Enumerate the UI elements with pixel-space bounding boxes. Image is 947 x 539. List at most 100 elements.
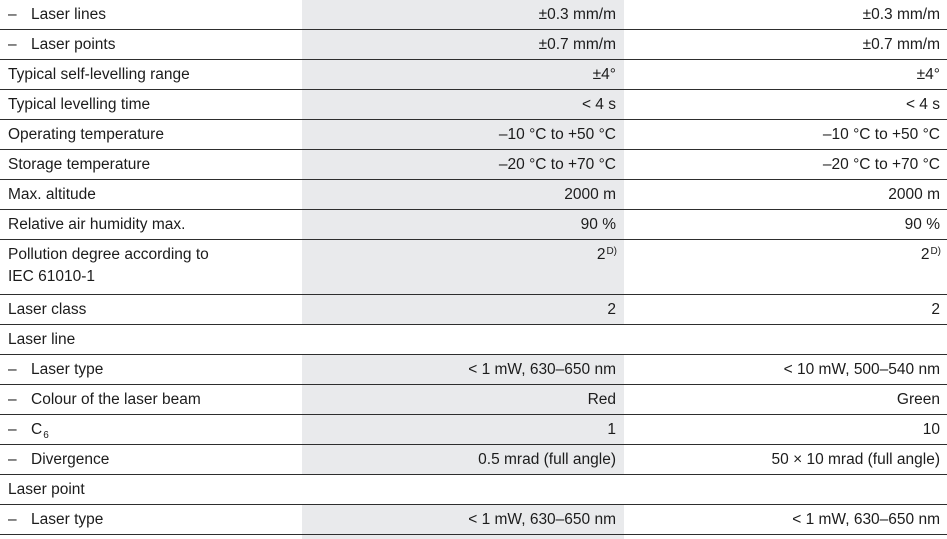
row-label-text: Storage temperature (8, 156, 151, 173)
value-right-text: Green (896, 391, 940, 408)
row-label: – Laser type (0, 355, 302, 384)
dash-bullet: – (8, 451, 17, 468)
value-right: < 10 mW, 500–540 nm (624, 355, 947, 384)
value-right: ±4° (624, 60, 947, 89)
section-label: Laser point (0, 475, 947, 504)
row-label-text: Divergence (31, 451, 110, 468)
row-label-text: Relative air humidity max. (8, 216, 186, 233)
row-label-text: Laser type (31, 511, 104, 528)
row-label: Relative air humidity max. (0, 210, 302, 239)
value-middle-text: < 1 mW, 630–650 nm (468, 511, 616, 528)
table-row: – C6 1 10 (0, 415, 947, 445)
value-right: < 4 s (624, 90, 947, 119)
table-row: – Laser type < 1 mW, 630–650 nm < 1 mW, 6… (0, 505, 947, 535)
value-middle: 2D) (302, 240, 624, 294)
row-label-text: Colour of the laser beam (31, 391, 201, 408)
value-middle: < 1 mW, 630–650 nm (302, 505, 624, 534)
dash-bullet: – (8, 6, 17, 23)
value-right: 2000 m (624, 180, 947, 209)
row-label: Typical self-levelling range (0, 60, 302, 89)
row-label-text: Operating temperature (8, 126, 164, 143)
value-middle: 2 (302, 295, 624, 324)
row-label: Max. altitude (0, 180, 302, 209)
row-label-text: Laser lines (31, 6, 106, 23)
value-middle-text: 2000 m (564, 186, 616, 203)
dash-bullet: – (8, 361, 17, 378)
table-row: – Laser points ±0.7 mm/m ±0.7 mm/m (0, 30, 947, 60)
row-label-subscript: 6 (43, 430, 49, 441)
section-row: Laser point (0, 475, 947, 505)
value-middle: < 1 mW, 630–650 nm (302, 355, 624, 384)
value-right: < 1 mW, 630–650 nm (624, 505, 947, 534)
value-middle-text: < 1 mW, 630–650 nm (468, 361, 616, 378)
value-right: 10 (624, 415, 947, 444)
row-label: Storage temperature (0, 150, 302, 179)
value-right-text: < 4 s (905, 96, 940, 113)
value-middle-text: < 4 s (581, 96, 616, 113)
value-right-text: ±4° (916, 66, 940, 83)
value-right: 2 (624, 295, 947, 324)
row-label-text: Laser points (31, 36, 116, 53)
partial-row-middle (302, 535, 624, 539)
row-label: – Divergence (0, 445, 302, 474)
value-middle-text: Red (587, 391, 616, 408)
value-right: 50 × 10 mrad (full angle) (624, 445, 947, 474)
value-right-text: 50 × 10 mrad (full angle) (771, 451, 940, 468)
value-right: –20 °C to +70 °C (624, 150, 947, 179)
row-label: – Laser points (0, 30, 302, 59)
value-right-text: 10 (922, 421, 940, 438)
value-right-text: 2000 m (888, 186, 940, 203)
value-middle: ±4° (302, 60, 624, 89)
row-label: – Laser type (0, 505, 302, 534)
value-middle: 2000 m (302, 180, 624, 209)
value-middle-text: ±0.3 mm/m (538, 6, 616, 23)
row-label-text: C (31, 421, 43, 438)
value-middle: –20 °C to +70 °C (302, 150, 624, 179)
value-right-text: –10 °C to +50 °C (822, 126, 940, 143)
value-right-text: –20 °C to +70 °C (822, 156, 940, 173)
dash-bullet: – (8, 36, 17, 53)
row-label: – Colour of the laser beam (0, 385, 302, 414)
row-label-text: Typical levelling time (8, 96, 151, 113)
row-label: Pollution degree according to IEC 61010-… (0, 240, 302, 294)
value-middle: < 4 s (302, 90, 624, 119)
value-middle-text: ±0.7 mm/m (538, 36, 616, 53)
value-middle-superscript: D) (606, 246, 617, 257)
table-row: – Laser type < 1 mW, 630–650 nm < 10 mW, … (0, 355, 947, 385)
value-right: 2D) (624, 240, 947, 294)
value-middle: 1 (302, 415, 624, 444)
table-row: Operating temperature –10 °C to +50 °C –… (0, 120, 947, 150)
value-right: Green (624, 385, 947, 414)
value-middle: ±0.7 mm/m (302, 30, 624, 59)
value-middle-text: 90 % (580, 216, 616, 233)
row-label: Laser class (0, 295, 302, 324)
table-row: Relative air humidity max. 90 % 90 % (0, 210, 947, 240)
value-middle-text: –20 °C to +70 °C (498, 156, 616, 173)
section-row: Laser line (0, 325, 947, 355)
table-row: Storage temperature –20 °C to +70 °C –20… (0, 150, 947, 180)
value-right-text: 2 (931, 301, 940, 318)
row-label-text: Max. altitude (8, 186, 96, 203)
dash-bullet: – (8, 511, 17, 528)
value-right-superscript: D) (930, 246, 941, 257)
row-label-text: Laser type (31, 361, 104, 378)
value-middle-text: 2 (607, 301, 616, 318)
value-right-text: 90 % (904, 216, 940, 233)
value-middle: 0.5 mrad (full angle) (302, 445, 624, 474)
value-middle-text: 1 (607, 421, 616, 438)
table-row: Max. altitude 2000 m 2000 m (0, 180, 947, 210)
partial-row (0, 535, 947, 539)
partial-row-label (0, 535, 302, 539)
row-label-text: Laser class (8, 301, 87, 318)
table-row: – Divergence 0.5 mrad (full angle) 50 × 1… (0, 445, 947, 475)
row-label-text: Pollution degree according to IEC 61010-… (8, 246, 209, 285)
row-label-text: Typical self-levelling range (8, 66, 190, 83)
value-middle: ±0.3 mm/m (302, 0, 624, 29)
row-label: Operating temperature (0, 120, 302, 149)
value-right: ±0.7 mm/m (624, 30, 947, 59)
value-middle-text: –10 °C to +50 °C (498, 126, 616, 143)
value-right-text: ±0.3 mm/m (862, 6, 940, 23)
value-middle: Red (302, 385, 624, 414)
value-right: –10 °C to +50 °C (624, 120, 947, 149)
